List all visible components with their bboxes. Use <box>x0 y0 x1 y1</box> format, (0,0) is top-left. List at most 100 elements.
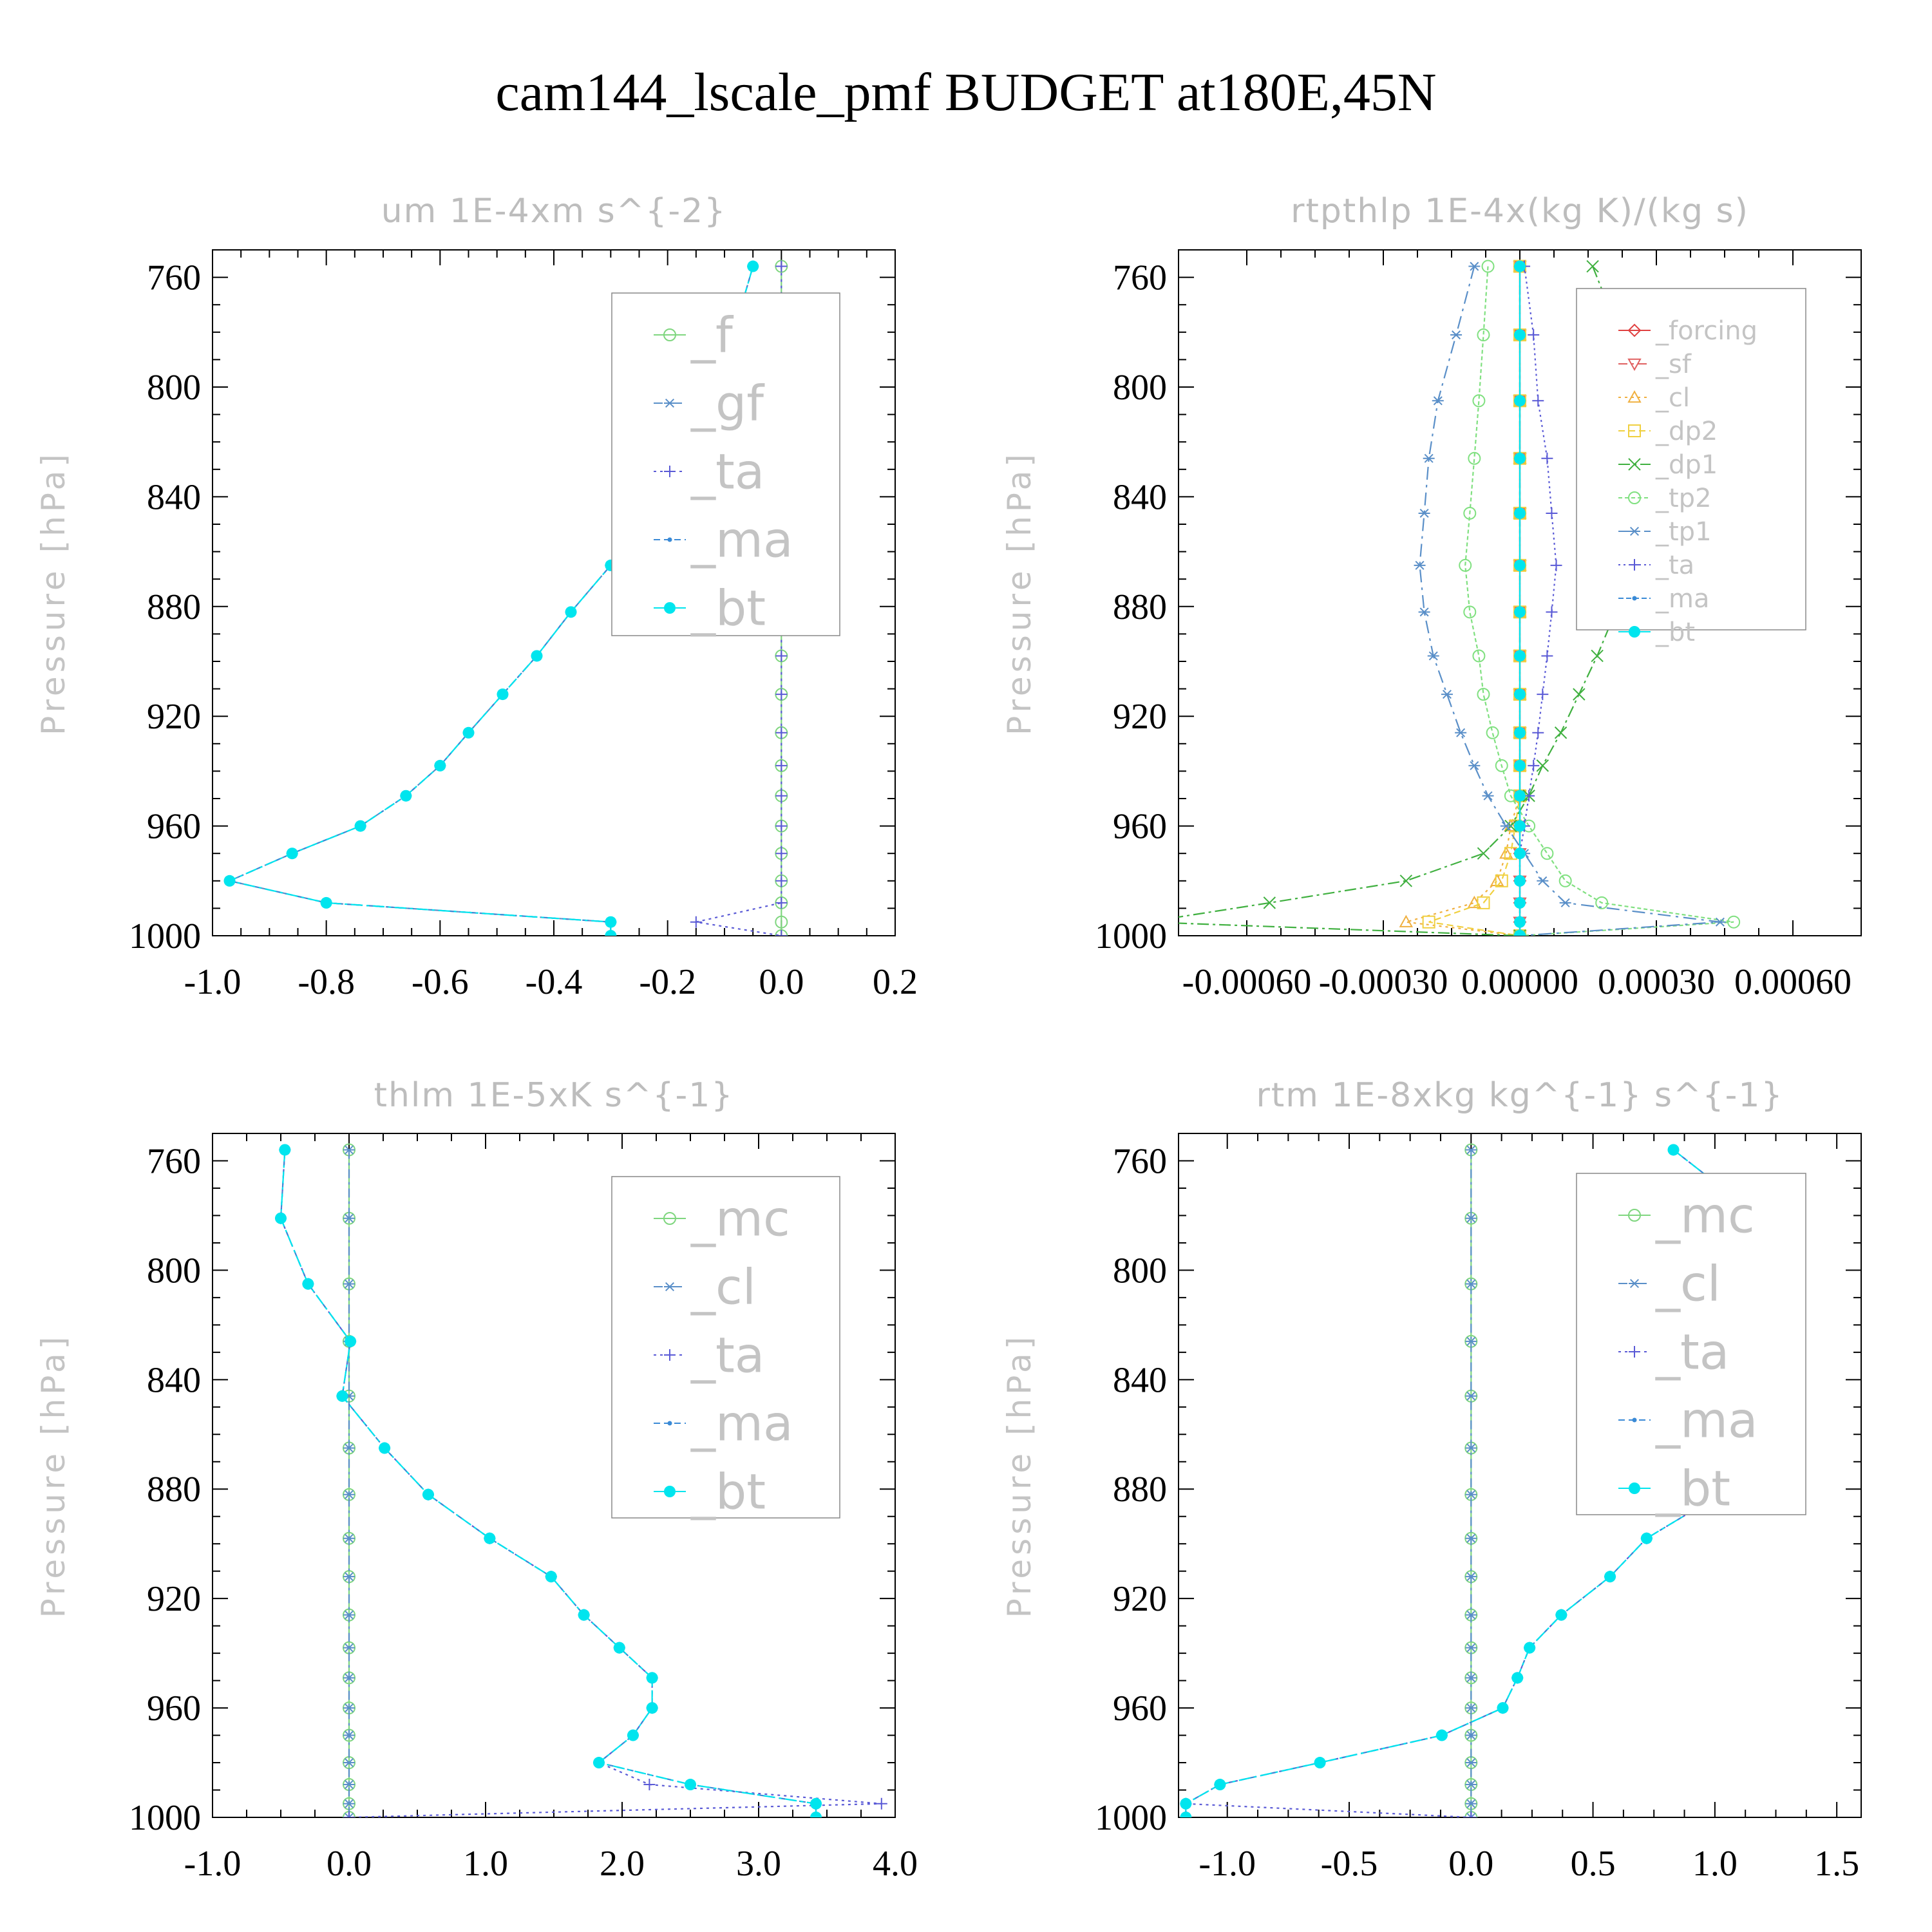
data-point <box>1586 260 1599 273</box>
data-point <box>1468 451 1481 465</box>
legend-label: _ma <box>1655 1392 1758 1449</box>
x-tick-label: 2.0 <box>600 1844 645 1884</box>
panel-title: rtm 1E-8xkg kg^{-1} s^{-1} <box>1256 1076 1783 1115</box>
data-point <box>343 1213 355 1223</box>
data-point <box>1482 791 1494 800</box>
data-point <box>1727 915 1741 929</box>
data-point <box>1314 1757 1326 1769</box>
y-tick-label: 760 <box>147 1141 201 1181</box>
data-point <box>1541 452 1553 464</box>
x-tick-label: 0.0 <box>327 1844 372 1884</box>
data-point <box>1514 930 1526 936</box>
data-point <box>497 688 509 701</box>
x-tick-label: -0.00060 <box>1182 962 1312 1002</box>
y-tick-label: 800 <box>147 368 201 408</box>
x-tick-label: 1.0 <box>1692 1844 1738 1884</box>
data-point <box>1714 917 1726 927</box>
x-tick-label: 0.00060 <box>1734 962 1852 1002</box>
data-point <box>1465 1812 1477 1817</box>
panel-title: thlm 1E-5xK s^{-1} <box>374 1076 734 1115</box>
plot-frame <box>1178 1133 1862 1818</box>
data-point <box>1591 649 1604 663</box>
x-tick-label: 0.5 <box>1571 1844 1616 1884</box>
data-point <box>1441 690 1453 699</box>
data-point <box>1514 329 1526 341</box>
data-point <box>685 1779 696 1791</box>
data-point <box>336 1390 348 1402</box>
data-point <box>400 790 412 802</box>
x-tick-label: -1.0 <box>184 1844 242 1884</box>
data-point <box>343 1490 355 1499</box>
y-tick-label: 840 <box>1113 1360 1167 1400</box>
data-point <box>1414 560 1426 570</box>
data-point <box>343 1610 355 1620</box>
data-point <box>1465 1758 1477 1768</box>
y-tick-label: 960 <box>147 807 201 847</box>
data-point <box>810 1812 822 1817</box>
legend-label: _ma <box>690 1395 793 1452</box>
legend-label: _tp2 <box>1655 484 1712 513</box>
legend-marker <box>663 1212 676 1225</box>
data-point <box>775 759 788 772</box>
data-point <box>627 1729 639 1741</box>
data-point <box>1477 847 1490 860</box>
data-point <box>1550 559 1562 571</box>
legend: _mc _cl _ta _ma _bt <box>1576 1173 1806 1517</box>
y-tick-label: 960 <box>147 1689 201 1728</box>
data-point <box>1555 1609 1567 1621</box>
data-point <box>1418 508 1430 518</box>
legend-label: _ma <box>1655 584 1709 614</box>
data-point <box>1499 846 1513 859</box>
series-line-tp2 <box>1464 266 1734 936</box>
legend-label: _forcing <box>1655 316 1757 346</box>
data-point <box>1532 726 1544 739</box>
y-tick-label: 840 <box>147 477 201 517</box>
legend-label: _sf <box>1655 350 1692 379</box>
data-point <box>1465 1572 1477 1582</box>
data-point <box>1500 821 1512 831</box>
legend-marker <box>1627 323 1642 337</box>
legend-box <box>611 292 840 636</box>
series-line-dp2 <box>1428 266 1521 936</box>
y-tick-label: 920 <box>147 697 201 737</box>
legend-label: _cl <box>690 1258 756 1316</box>
data-point <box>1399 875 1413 887</box>
y-tick-label: 1000 <box>1095 1798 1167 1838</box>
data-point <box>1465 1279 1477 1289</box>
data-point <box>343 1758 355 1768</box>
series-line-dp1 <box>1179 266 1643 936</box>
legend-marker <box>663 328 676 341</box>
data-point <box>775 820 788 832</box>
data-point <box>1514 452 1526 464</box>
legend-label: _bt <box>1655 618 1695 647</box>
panel-4: 760 800 840 880 920 960 1000 -1.0 -0.5 0.0 0.5 1.0 1… <box>1001 1076 1862 1884</box>
data-point <box>1423 453 1435 463</box>
data-point <box>1465 1812 1477 1817</box>
x-tick-label: 0.0 <box>759 962 804 1002</box>
data-point <box>1214 1779 1226 1791</box>
data-point <box>1465 1213 1477 1223</box>
y-tick-label: 1000 <box>1095 916 1167 956</box>
data-point <box>1497 1702 1509 1714</box>
data-point <box>1468 261 1481 271</box>
legend-box <box>1576 288 1806 630</box>
data-point <box>1465 1610 1477 1620</box>
data-point <box>343 1780 355 1790</box>
data-point <box>1524 1642 1536 1654</box>
x-tick-label: 0.0 <box>1448 1844 1493 1884</box>
data-point <box>1514 507 1526 519</box>
data-point <box>1180 1812 1192 1817</box>
legend-label: _ma <box>690 511 793 569</box>
data-point <box>1495 759 1508 772</box>
data-point <box>279 1144 291 1156</box>
data-point <box>531 650 543 662</box>
data-point <box>343 1443 355 1453</box>
data-point <box>592 1757 605 1769</box>
x-tick-label: -1.0 <box>184 962 242 1002</box>
data-point <box>286 848 298 860</box>
legend-label: _ta <box>1655 1323 1729 1381</box>
data-point <box>1465 1490 1477 1499</box>
data-point <box>422 1488 434 1501</box>
legend-marker <box>664 398 676 408</box>
data-point <box>434 759 446 772</box>
